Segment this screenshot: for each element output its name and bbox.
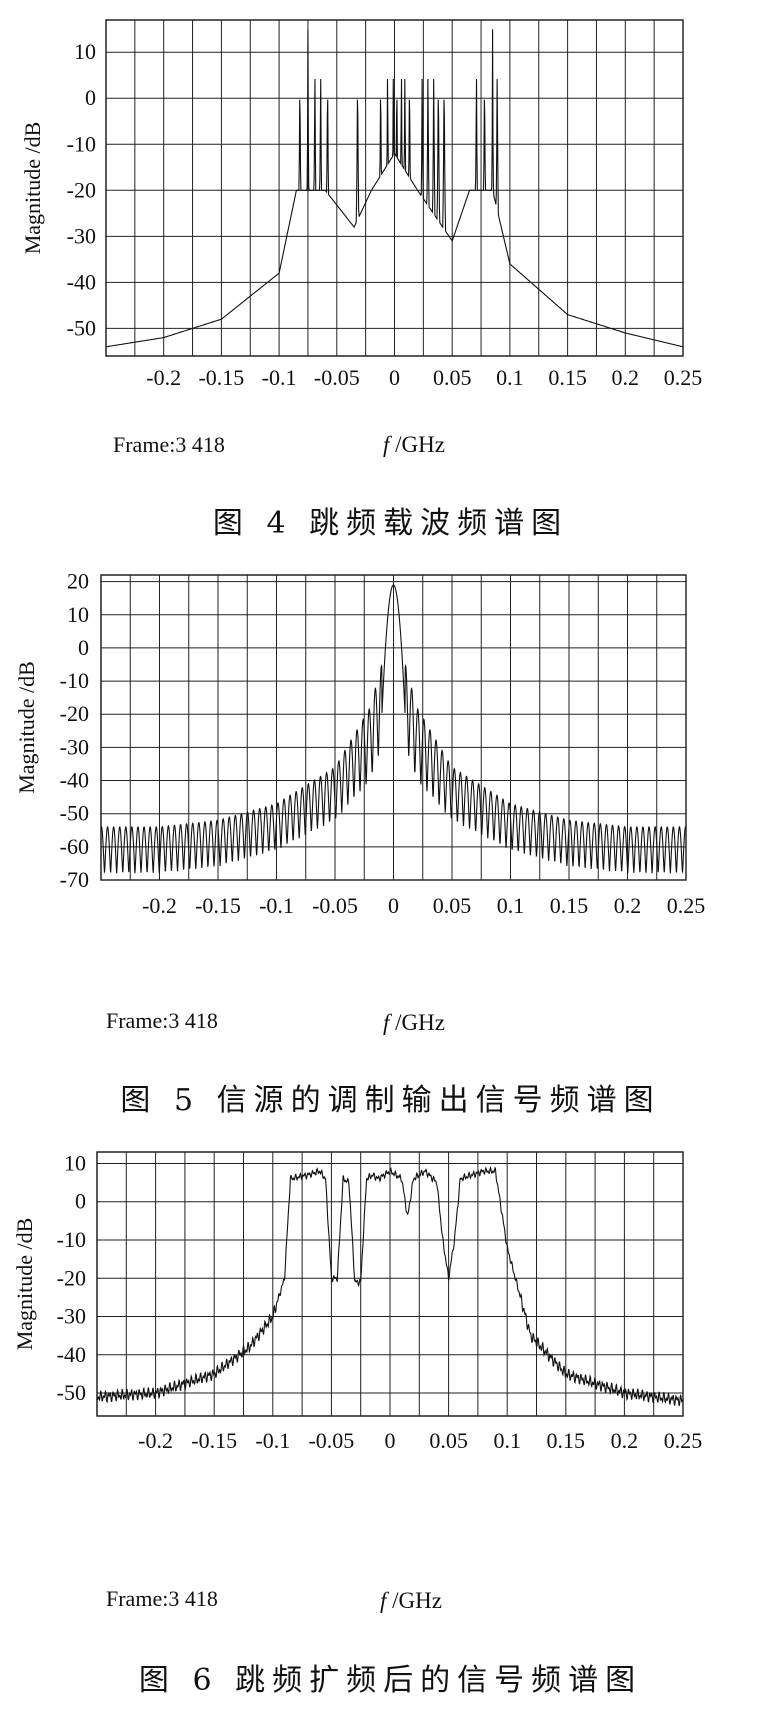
x-tick-label: -0.15 bbox=[191, 1428, 237, 1453]
x-tick-label: 0.05 bbox=[433, 365, 472, 390]
x-tick-label: -0.05 bbox=[312, 893, 358, 918]
caption-figure-4: 图 4 跳频载波频谱图 bbox=[212, 506, 569, 541]
x-tick-label: 0 bbox=[385, 1428, 396, 1453]
frame-label: Frame:3 418 bbox=[113, 432, 225, 457]
y-axis-label: Magnitude /dB bbox=[14, 661, 39, 794]
x-tick-label: 0.2 bbox=[614, 893, 642, 918]
x-tick-label: 0.2 bbox=[612, 365, 640, 390]
x-axis-label: f /GHz bbox=[383, 1010, 445, 1035]
x-tick-label: 0.2 bbox=[611, 1428, 639, 1453]
y-tick-label: 0 bbox=[75, 1189, 86, 1214]
series-line bbox=[101, 584, 686, 874]
x-tick-label: -0.05 bbox=[314, 365, 360, 390]
y-axis-label: Magnitude /dB bbox=[20, 122, 45, 255]
y-tick-label: -20 bbox=[67, 177, 96, 202]
y-tick-label: 20 bbox=[67, 569, 89, 594]
x-tick-label: -0.15 bbox=[195, 893, 241, 918]
chart-figure-4: -0.2 -0.15 -0.1 -0.05 0 0.05 0.1 0.15 0.2 0.25 10 0… bbox=[20, 19, 703, 390]
x-tick-label: 0.05 bbox=[429, 1428, 468, 1453]
chart-figure-5: -0.2 -0.15 -0.1 -0.05 0 0.05 0.1 0.15 0.2 0.25 20 1… bbox=[14, 569, 706, 918]
x-tick-label: -0.1 bbox=[259, 893, 294, 918]
x-tick-label: 0.15 bbox=[550, 893, 589, 918]
y-tick-label: -30 bbox=[67, 223, 96, 248]
chart-figure-6: -0.2 -0.15 -0.1 -0.05 0 0.05 0.1 0.15 0.2 0.25 10 0… bbox=[12, 1150, 703, 1453]
y-tick-label: -10 bbox=[67, 131, 96, 156]
x-axis-label: f /GHz bbox=[380, 1588, 442, 1613]
y-tick-label: -40 bbox=[60, 768, 89, 793]
x-tick-label: 0.25 bbox=[664, 1428, 703, 1453]
figure-6: -0.2 -0.15 -0.1 -0.05 0 0.05 0.1 0.15 0.2 0.25 10 0… bbox=[0, 1130, 781, 1715]
series-line bbox=[97, 1165, 683, 1407]
y-tick-label: -70 bbox=[60, 867, 89, 892]
y-tick-label: 0 bbox=[78, 635, 89, 660]
x-tick-label: 0.1 bbox=[496, 365, 524, 390]
frame-label: Frame:3 418 bbox=[106, 1586, 218, 1611]
y-tick-label: 10 bbox=[67, 602, 89, 627]
y-tick-label: 10 bbox=[74, 39, 96, 64]
y-tick-label: 10 bbox=[64, 1150, 86, 1175]
y-tick-label: -50 bbox=[67, 315, 96, 340]
y-tick-label: -20 bbox=[60, 701, 89, 726]
x-tick-label: 0.25 bbox=[664, 365, 703, 390]
y-tick-label: -50 bbox=[57, 1380, 86, 1405]
y-tick-label: -30 bbox=[57, 1304, 86, 1329]
x-tick-label: 0.1 bbox=[497, 893, 525, 918]
y-tick-label: -30 bbox=[60, 734, 89, 759]
x-tick-label: 0.05 bbox=[433, 893, 472, 918]
y-tick-label: 0 bbox=[85, 85, 96, 110]
x-tick-label: -0.1 bbox=[262, 365, 297, 390]
x-tick-label: -0.15 bbox=[198, 365, 244, 390]
y-axis-label: Magnitude /dB bbox=[12, 1218, 37, 1351]
y-tick-label: -10 bbox=[60, 668, 89, 693]
x-tick-label: -0.2 bbox=[142, 893, 177, 918]
x-tick-label: 0.1 bbox=[493, 1428, 521, 1453]
x-tick-label: 0.15 bbox=[547, 1428, 586, 1453]
caption-figure-6: 图 6 跳频扩频后的信号频谱图 bbox=[138, 1663, 643, 1698]
y-tick-label: -10 bbox=[57, 1227, 86, 1252]
x-tick-label: 0.25 bbox=[667, 893, 706, 918]
x-tick-label: -0.1 bbox=[255, 1428, 290, 1453]
y-tick-label: -50 bbox=[60, 801, 89, 826]
x-tick-label: 0.15 bbox=[548, 365, 587, 390]
x-axis-label: f /GHz bbox=[383, 432, 445, 457]
x-tick-label: -0.2 bbox=[146, 365, 181, 390]
frame-label: Frame:3 418 bbox=[106, 1008, 218, 1033]
caption-figure-5: 图 5 信源的调制输出信号频谱图 bbox=[120, 1083, 661, 1118]
figure-5: -0.2 -0.15 -0.1 -0.05 0 0.05 0.1 0.15 0.2 0.25 20 1… bbox=[0, 555, 781, 1130]
y-tick-label: -40 bbox=[67, 269, 96, 294]
series-line bbox=[106, 29, 683, 348]
x-tick-label: -0.2 bbox=[138, 1428, 173, 1453]
y-tick-label: -40 bbox=[57, 1342, 86, 1367]
x-tick-label: 0 bbox=[388, 893, 399, 918]
y-tick-label: -20 bbox=[57, 1265, 86, 1290]
x-tick-label: -0.05 bbox=[308, 1428, 354, 1453]
x-tick-label: 0 bbox=[389, 365, 400, 390]
figure-4: -0.2 -0.15 -0.1 -0.05 0 0.05 0.1 0.15 0.2 0.25 10 0… bbox=[0, 0, 781, 555]
y-tick-label: -60 bbox=[60, 834, 89, 859]
